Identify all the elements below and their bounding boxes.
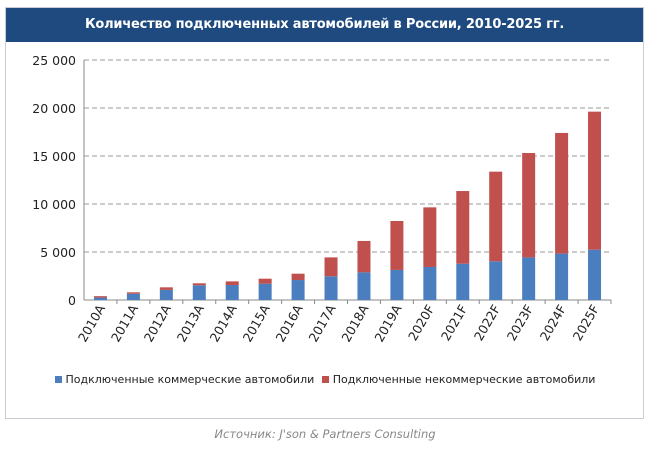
bar-commercial <box>159 289 173 300</box>
x-tick-label: 2020F <box>405 302 437 343</box>
bar-commercial <box>390 269 404 300</box>
x-tick-label: 2012A <box>141 302 174 345</box>
x-tick-label: 2021F <box>438 302 470 343</box>
x-tick-label: 2022F <box>471 302 503 343</box>
legend-swatch <box>321 376 329 383</box>
legend: Подключенные коммерческие автомобили Под… <box>0 373 650 386</box>
x-tick-label: 2013A <box>174 302 207 345</box>
y-tick-label: 25 000 <box>32 53 76 68</box>
source-note: Источник: J'son & Partners Consulting <box>214 427 436 441</box>
x-tick-label: 2011A <box>108 302 141 345</box>
legend-label: Подключенные коммерческие автомобили <box>65 373 315 386</box>
x-tick-label: 2015A <box>240 302 273 345</box>
bar-commercial <box>522 257 536 300</box>
bar-commercial <box>588 249 602 300</box>
bar-commercial <box>456 263 470 300</box>
bar-noncommercial <box>588 111 602 250</box>
bar-commercial <box>357 272 371 300</box>
bar-noncommercial <box>324 257 338 277</box>
bar-commercial <box>93 297 107 300</box>
bar-noncommercial <box>126 292 140 294</box>
chart-title: Количество подключенных автомобилей в Ро… <box>6 8 643 42</box>
bar-noncommercial <box>357 240 371 273</box>
bar-commercial <box>324 276 338 300</box>
x-tick-label: 2023F <box>504 302 536 343</box>
y-tick-label: 20 000 <box>32 101 76 116</box>
bar-noncommercial <box>489 171 503 262</box>
x-tick-label: 2025F <box>570 302 602 343</box>
bar-noncommercial <box>390 220 404 270</box>
bar-noncommercial <box>555 132 569 254</box>
bar-noncommercial <box>291 273 305 281</box>
y-tick-label: 10 000 <box>32 197 76 212</box>
x-tick-label: 2019A <box>371 302 404 345</box>
bar-commercial <box>423 266 437 300</box>
bar-noncommercial <box>258 278 272 284</box>
bar-commercial <box>258 283 272 300</box>
bar-noncommercial <box>423 207 437 267</box>
x-tick-label: 2024F <box>537 302 569 343</box>
bar-noncommercial <box>93 296 107 298</box>
x-tick-label: 2017A <box>305 302 338 345</box>
bar-commercial <box>555 253 569 300</box>
y-tick-label: 0 <box>68 293 76 308</box>
legend-item-commercial: Подключенные коммерческие автомобили <box>54 373 315 386</box>
bar-noncommercial <box>456 191 470 264</box>
x-tick-label: 2010A <box>75 302 108 345</box>
bar-noncommercial <box>225 281 239 286</box>
chart-frame: Количество подключенных автомобилей в Ро… <box>5 7 644 419</box>
bar-noncommercial <box>159 287 173 290</box>
legend-swatch <box>54 376 62 383</box>
x-tick-label: 2018A <box>338 302 371 345</box>
bar-commercial <box>489 261 503 300</box>
y-tick-label: 15 000 <box>32 149 76 164</box>
bar-commercial <box>192 285 206 300</box>
legend-item-noncommercial: Подключенные некоммерческие автомобили <box>321 373 596 386</box>
legend-label: Подключенные некоммерческие автомобили <box>332 373 596 386</box>
bar-commercial <box>126 293 140 300</box>
x-tick-label: 2014A <box>207 302 240 345</box>
bar-noncommercial <box>522 153 536 258</box>
x-tick-label: 2016A <box>273 302 306 345</box>
y-tick-label: 5 000 <box>40 245 76 260</box>
bar-commercial <box>291 280 305 300</box>
bar-commercial <box>225 285 239 300</box>
bar-noncommercial <box>192 283 206 286</box>
